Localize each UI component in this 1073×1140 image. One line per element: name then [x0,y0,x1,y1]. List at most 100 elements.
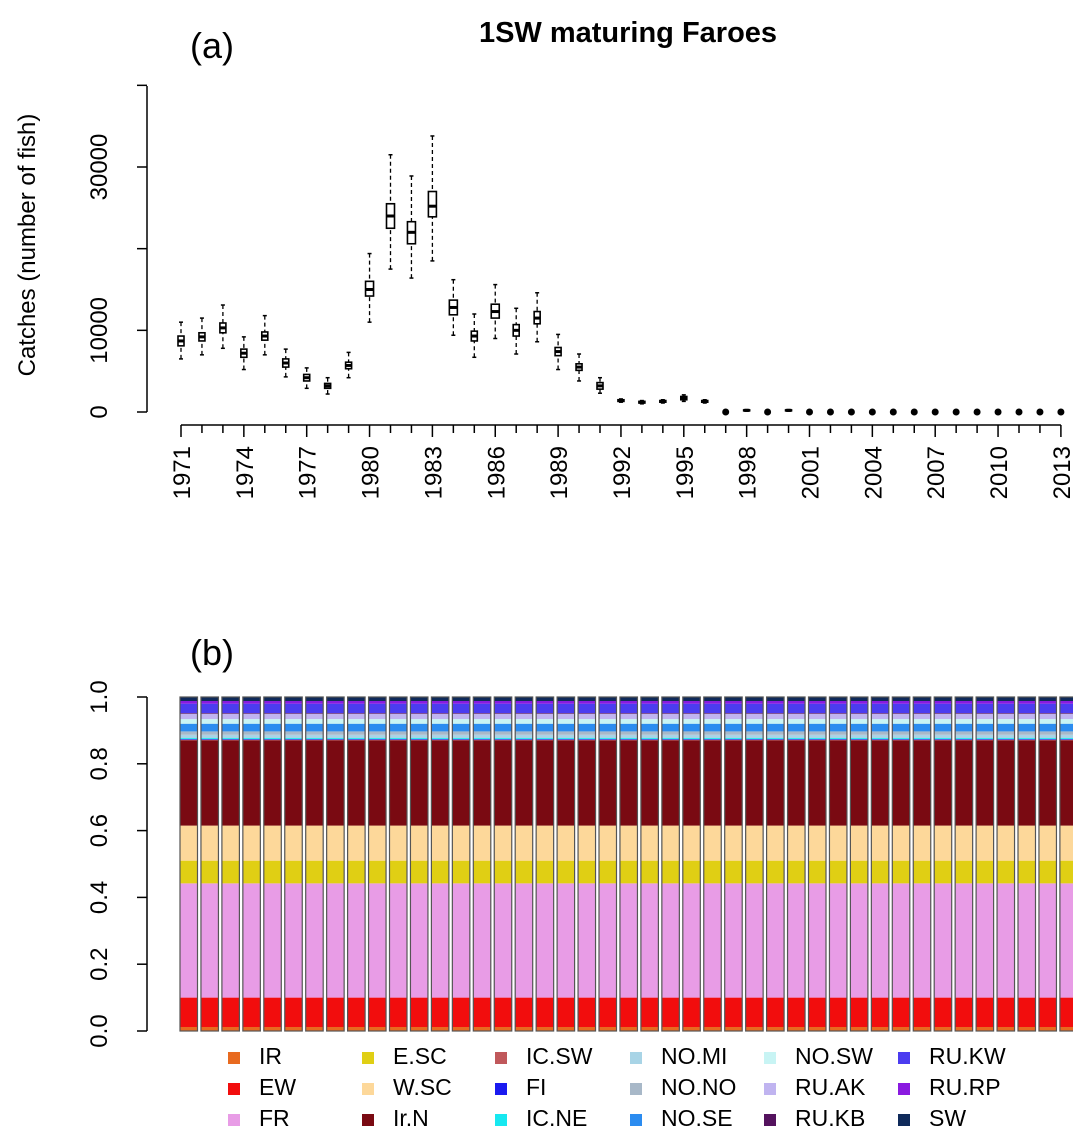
legend-swatch [495,1083,507,1095]
bar-6 [284,696,303,1032]
segment-w-sc [515,825,533,861]
segment-ru-kw [305,703,324,714]
segment-ir [200,1026,219,1031]
segment-ic-ne [850,738,868,740]
point-2011 [1015,408,1023,416]
segment-no-mi [724,734,743,739]
segment-ic-sw [913,739,931,741]
segment-w-sc [536,825,554,861]
segment-ru-kb [557,713,575,714]
segment-ew [263,997,282,1027]
segment-ew [368,997,387,1027]
segment-fr [913,883,931,998]
segment-ew [452,997,470,1027]
segment-no-sw [682,719,701,724]
box-1977 [302,367,311,390]
y-tick-label: 0.6 [86,814,113,847]
segment-ir-n [221,740,240,826]
segment-ru-kw [808,703,826,714]
segment-no-se [200,723,219,732]
segment-no-mi [1059,734,1073,739]
segment-no-se [1018,723,1036,732]
bar-outline [891,696,911,1032]
segment-ic-ne [829,738,847,740]
segment-ir-n [1038,740,1057,826]
point-2010 [994,408,1002,416]
x-axis-a: 1971 1974 1977 1980 1983 1986 1989 1992 1995 1998… [169,424,1073,499]
segment-w-sc [347,825,366,861]
segment-ru-ak [515,713,533,720]
segment-ic-sw [661,739,680,741]
segment-no-mi [368,734,387,739]
box-1988 [533,292,541,343]
segment-ru-rp [180,701,198,704]
segment-no-mi [180,734,198,739]
segment-ru-ak [808,713,826,720]
segment-no-mi [431,734,449,739]
legend-item-ic-sw: IC.SW [495,1043,593,1069]
bar-outline [409,696,429,1032]
segment-no-se [431,723,449,732]
segment-ic-ne [284,738,303,740]
segment-ru-kw [913,703,931,714]
bar-12 [409,696,429,1032]
segment-ru-ak [892,713,910,720]
legend-swatch [495,1052,507,1064]
segment-sw [578,697,596,702]
segment-ic-ne [515,738,533,740]
box-1989 [554,333,562,371]
segment-fi [494,739,512,740]
segment-ew [955,997,973,1027]
segment-no-no [829,731,847,735]
segment-no-se [955,723,973,732]
segment-ir [389,1026,407,1031]
segment-ir [536,1026,554,1031]
segment-ic-ne [494,738,512,740]
segment-e-sc [829,860,847,884]
segment-ru-kw [787,703,806,714]
segment-e-sc [745,860,764,884]
segment-ru-kb [745,713,764,714]
box-1999 [764,408,772,416]
legend-item-no-mi: NO.MI [630,1043,727,1069]
segment-no-mi [913,734,931,739]
bar-37 [933,696,953,1032]
segment-ir [578,1026,596,1031]
segment-e-sc [284,860,303,884]
bar-8 [326,696,345,1032]
segment-fr [368,883,387,998]
segment-ir [976,1026,994,1031]
bar-outline [556,696,576,1032]
segment-fi [284,739,303,740]
bar-35 [891,696,911,1032]
segment-ru-kw [934,703,952,714]
point-2006 [910,408,918,416]
legend-label: RU.RP [929,1074,1001,1100]
segment-no-mi [619,734,638,739]
segment-fr [557,883,575,998]
segment-e-sc [955,860,973,884]
bar-outline [388,696,408,1032]
segment-ru-kb [347,713,366,714]
segment-ir [997,1026,1015,1031]
segment-fi [221,739,240,740]
segment-fi [452,739,470,740]
segment-ew [850,997,868,1027]
segment-fi [829,739,847,740]
segment-no-mi [284,734,303,739]
segment-ir [661,1026,680,1031]
segment-w-sc [661,825,680,861]
legend-item-no-se: NO.SE [630,1105,733,1131]
segment-ir-n [557,740,575,826]
box-1975 [260,314,269,356]
segment-sw [787,697,806,702]
box-2009 [973,408,981,416]
box-1986 [490,283,501,340]
legend-item-no-no: NO.NO [630,1074,736,1100]
segment-ic-ne [389,738,407,740]
segment-ru-ak [599,713,617,720]
segment-e-sc [494,860,512,884]
segment-no-se [703,723,722,732]
segment-ru-kb [452,713,470,714]
